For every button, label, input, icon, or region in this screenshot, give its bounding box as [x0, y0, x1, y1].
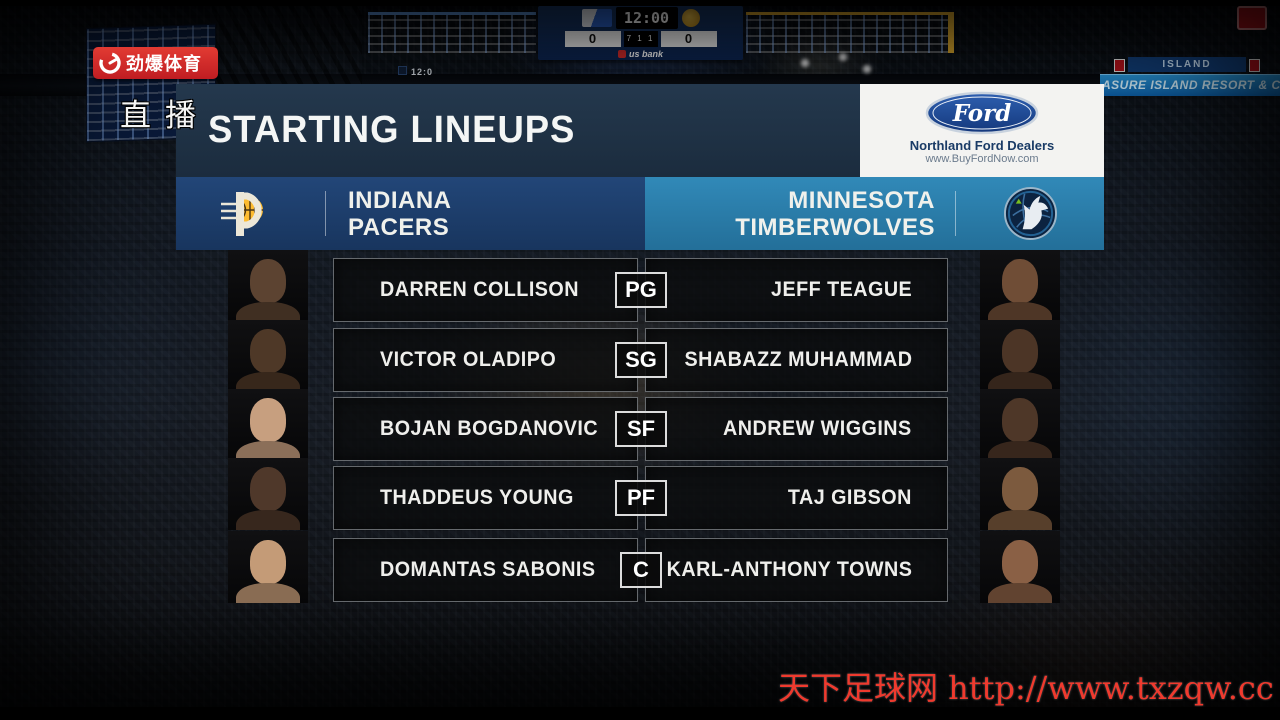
player-name-right: JEFF TEAGUE: [770, 278, 912, 301]
player-headshot: [980, 389, 1060, 461]
position-badge: PF: [615, 480, 667, 516]
player-name-right: SHABAZZ MUHAMMAD: [684, 348, 912, 371]
position-badge: PG: [615, 272, 667, 308]
letterbox-top: [0, 0, 1280, 6]
player-name-right: TAJ GIBSON: [788, 486, 912, 509]
scoreboard-fouls: 7 1 1: [623, 31, 658, 47]
page-title: STARTING LINEUPS: [208, 109, 576, 151]
player-name-right: ANDREW WIGGINS: [723, 417, 912, 440]
position-badge: C: [620, 552, 662, 588]
pacers-logo: [221, 192, 263, 236]
player-headshot: [228, 250, 308, 322]
home-score: 0: [660, 31, 717, 47]
casino-banner: ASURE ISLAND RESORT & CASINO: [1100, 74, 1280, 96]
player-headshot: [980, 250, 1060, 322]
sponsor-card: Ford Northland Ford Dealers www.BuyFordN…: [860, 84, 1104, 177]
lineups-header: STARTING LINEUPS: [176, 84, 860, 177]
away-score: 0: [564, 31, 621, 47]
us-bank-logo: us bank: [538, 48, 743, 60]
scoreboard-stats-right: [746, 12, 954, 53]
arena-light-glint: [862, 64, 872, 74]
team-name-pacers: INDIANA PACERS: [348, 187, 452, 241]
team-banner-timberwolves: MINNESOTA TIMBERWOLVES: [645, 177, 1104, 250]
player-headshot: [980, 531, 1060, 603]
player-headshot: [980, 320, 1060, 392]
svg-text:Ford: Ford: [952, 100, 1012, 127]
arena-corner-logo: [1237, 6, 1267, 30]
player-name-left: DARREN COLLISON: [380, 278, 579, 301]
letterbox-bottom: [0, 707, 1280, 720]
timberwolves-logo: [1003, 186, 1058, 241]
player-headshot: [228, 458, 308, 530]
player-headshot: [228, 531, 308, 603]
position-badge: SG: [615, 342, 667, 378]
team-name-timberwolves: MINNESOTA TIMBERWOLVES: [735, 187, 935, 241]
player-headshot: [980, 458, 1060, 530]
player-name-left: BOJAN BOGDANOVIC: [380, 417, 599, 440]
live-label: 直播: [120, 98, 210, 134]
position-badge: SF: [615, 411, 667, 447]
arena-light-glint: [800, 58, 810, 68]
team-divider: [955, 191, 956, 236]
island-sign: ISLAND: [1114, 57, 1260, 72]
team-banner-pacers: INDIANA PACERS: [176, 177, 645, 250]
arena-light-glint: [838, 52, 848, 62]
game-clock: 12:00: [615, 7, 678, 29]
player-name-left: VICTOR OLADIPO: [380, 348, 557, 371]
player-name-left: THADDEUS YOUNG: [380, 486, 574, 509]
player-headshot: [228, 320, 308, 392]
player-name-right: KARL-ANTHONY TOWNS: [666, 558, 912, 581]
courtside-led-clock: 12:0: [398, 66, 433, 77]
player-headshot: [228, 389, 308, 461]
sponsor-dealer: Northland Ford Dealers: [909, 138, 1055, 153]
scoreboard-center: 12:00 0 7 1 1 0 us bank: [538, 6, 743, 60]
player-name-left: DOMANTAS SABONIS: [380, 558, 596, 581]
scoreboard-away-logo: [581, 9, 612, 27]
team-divider: [325, 191, 326, 236]
watermark: 天下足球网 http://www.txzqw.cc: [778, 669, 1274, 707]
channel-logo: 劲爆体育: [93, 47, 218, 79]
scoreboard-stats-left: [368, 12, 536, 53]
channel-name: 劲爆体育: [126, 54, 202, 74]
ford-logo: Ford: [925, 91, 1039, 135]
scoreboard-home-logo: [681, 9, 700, 27]
sponsor-url: www.BuyFordNow.com: [925, 153, 1039, 165]
channel-swirl-icon: [99, 52, 121, 74]
